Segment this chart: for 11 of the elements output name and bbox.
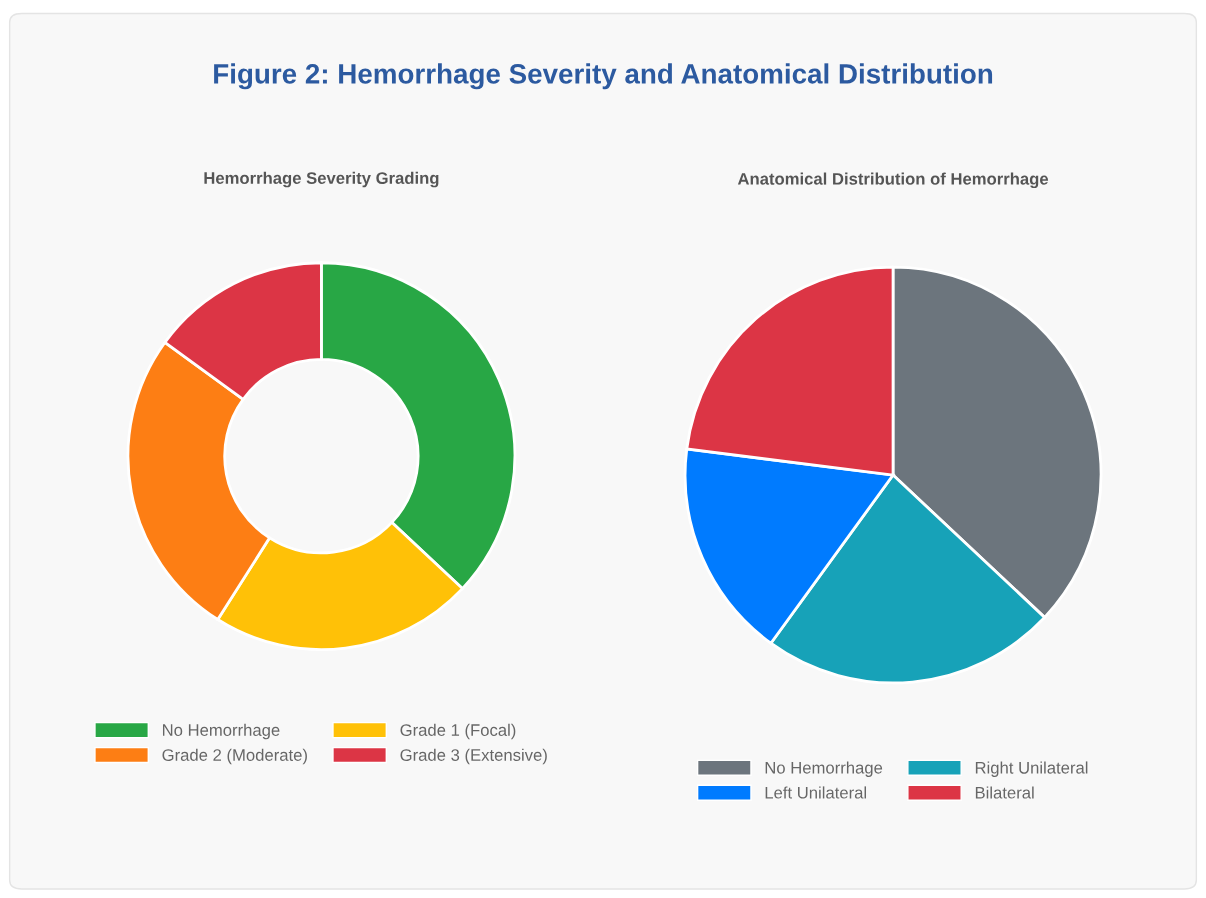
chart-title: Anatomical Distribution of Hemorrhage xyxy=(737,172,1049,189)
legend-label: Grade 1 (Focal) xyxy=(400,723,516,740)
legend-label: No Hemorrhage xyxy=(765,761,883,777)
legend-label: Grade 3 (Extensive) xyxy=(400,748,547,765)
legend-label: Grade 2 (Moderate) xyxy=(162,748,307,765)
legend-label: No Hemorrhage xyxy=(162,723,280,740)
legend-label: Right Unilateral xyxy=(975,761,1088,777)
legend-label: Bilateral xyxy=(975,786,1034,799)
legend-label: Left Unilateral xyxy=(765,786,867,799)
caption: Figure 2: Hemorrhage Severity and Anatomical Distribution xyxy=(214,63,993,90)
chart-title: Hemorrhage Severity Grading xyxy=(204,171,439,188)
